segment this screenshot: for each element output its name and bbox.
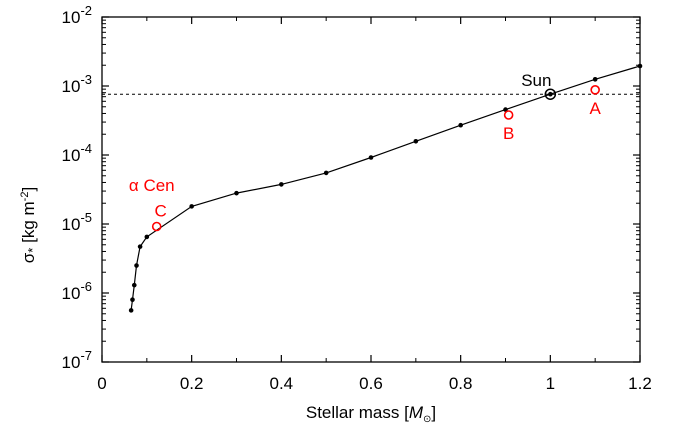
- data-point: [368, 155, 374, 160]
- y-tick-label: 10-4: [62, 141, 92, 165]
- x-tick-label: 0.8: [449, 374, 473, 393]
- highlight-point: [590, 85, 600, 95]
- sun-marker-center: [548, 92, 553, 97]
- highlight-point: [151, 221, 162, 232]
- data-point: [234, 190, 239, 196]
- data-point: [189, 204, 194, 209]
- y-tick-label: 10-2: [62, 3, 92, 27]
- x-tick-label: 0.2: [180, 374, 204, 393]
- y-tick-label: 10-5: [62, 210, 92, 234]
- x-axis-label: Stellar mass [M⊙]: [306, 403, 436, 425]
- y-tick-label: 10-7: [62, 348, 92, 372]
- x-tick-label: 1: [546, 374, 555, 393]
- data-point: [137, 244, 143, 249]
- data-point: [130, 297, 135, 302]
- data-point: [128, 308, 134, 313]
- series-line: [130, 65, 641, 311]
- data-point: [131, 282, 137, 288]
- alpha-cen-label: α Cen: [129, 176, 175, 195]
- data-point: [134, 263, 139, 268]
- x-tick-label: 1.2: [628, 374, 652, 393]
- plot-frame: [101, 16, 641, 363]
- highlight-point: [503, 110, 514, 120]
- data-point: [279, 182, 284, 187]
- axes: 0 0.2 0.4 0.6 0.8 1 1.2 10-7 10-6 10-5 10-4 10-3 10-…: [62, 3, 652, 393]
- data-point: [144, 234, 150, 240]
- highlight-point-label: C: [155, 201, 167, 220]
- data-point: [458, 122, 463, 128]
- data-point: [413, 138, 419, 144]
- data-point: [592, 77, 598, 82]
- highlight-point-label: B: [503, 124, 514, 143]
- y-tick-label: 10-6: [62, 279, 92, 303]
- plot-area: Sun A B Cα Cen: [102, 63, 643, 313]
- x-tick-label: 0.6: [359, 374, 383, 393]
- sun-label: Sun: [521, 71, 551, 90]
- x-tick-label: 0: [97, 374, 106, 393]
- x-tick-label: 0.4: [270, 374, 294, 393]
- y-axis-label: σ* [kg m-2]: [19, 187, 40, 263]
- highlight-point-label: A: [589, 99, 601, 118]
- data-point: [323, 170, 329, 176]
- y-tick-label: 10-3: [62, 72, 92, 96]
- sun-marker: [544, 88, 557, 100]
